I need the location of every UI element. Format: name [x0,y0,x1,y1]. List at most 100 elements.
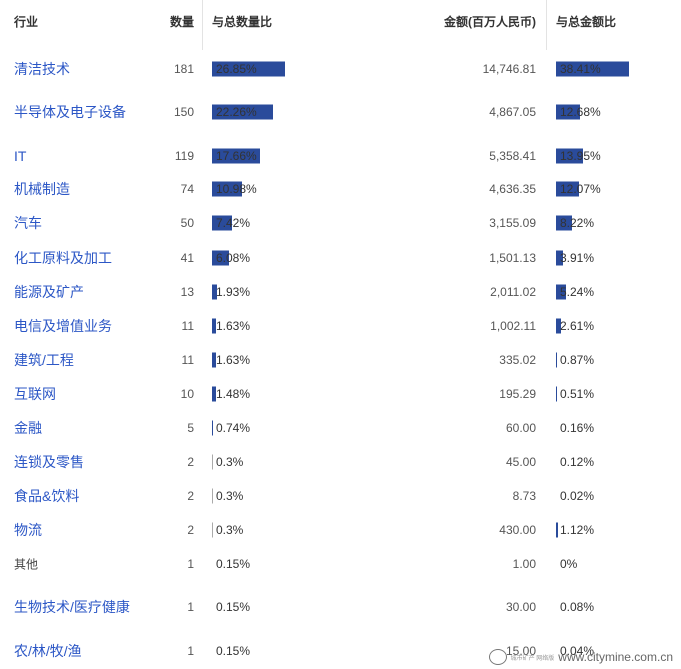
count-value: 50 [180,216,194,230]
count-pct-cell: 17.66% [212,148,260,164]
amount-pct-cell: 13.95% [556,148,601,164]
count-pct-bar [212,181,242,197]
amount-value: 1.00 [512,557,536,571]
amount-value: 1,501.13 [489,251,536,265]
watermark: 城市矿产 网络版 www.citymine.com.cn [488,649,673,665]
amount-pct-cell: 12.07% [556,181,601,197]
industry-link[interactable]: 连锁及零售 [14,454,84,470]
amount-pct-label: 1.12% [560,523,595,537]
table-row: 机械制造 74 10.98% 4,636.35 12.07% [0,172,681,206]
industry-link[interactable]: 农/林/牧/渔 [14,643,82,659]
count-pct-label: 6.08% [216,251,251,265]
count-pct-bar [212,148,260,164]
count-pct-cell: 1.48% [212,386,250,402]
amount-value: 2,011.02 [490,285,536,299]
amount-pct-label: 0.12% [560,455,595,469]
count-value: 119 [174,149,194,163]
industry-link[interactable]: IT [14,148,27,164]
amount-value: 430.00 [499,523,536,537]
amount-value: 1,002.11 [490,319,536,333]
count-pct-bar [212,488,213,504]
count-value: 2 [187,523,194,537]
amount-pct-bar [556,61,629,77]
amount-pct-label: 5.24% [560,285,595,299]
count-pct-cell: 22.26% [212,104,273,120]
count-pct-cell: 7.42% [212,215,250,231]
count-pct-cell: 1.63% [212,318,250,334]
count-value: 1 [187,644,194,658]
count-pct-label: 1.63% [216,319,251,333]
count-pct-bar [212,420,213,436]
industry-link[interactable]: 电信及增值业务 [14,318,112,334]
amount-pct-bar [556,352,557,368]
industry-link[interactable]: 生物技术/医疗健康 [14,599,130,615]
amount-pct-bar [556,522,558,538]
table-row: 能源及矿产 13 1.93% 2,011.02 5.24% [0,275,681,309]
industry-link[interactable]: 半导体及电子设备 [14,104,126,120]
table-row: 金融 5 0.74% 60.00 0.16% [0,411,681,445]
amount-value: 3,155.09 [489,216,536,230]
count-value: 41 [180,251,194,265]
amount-pct-label: 8.22% [560,216,595,230]
amount-pct-cell: 12.68% [556,104,601,120]
count-pct-bar [212,454,213,470]
amount-value: 45.00 [505,455,536,469]
table-row: IT 119 17.66% 5,358.41 13.95% [0,139,681,173]
amount-pct-label: 0.04% [560,644,595,658]
industry-link[interactable]: 建筑/工程 [14,352,74,368]
amount-pct-cell: 0.02% [556,488,594,504]
count-pct-bar [212,522,213,538]
amount-value: 8.73 [512,489,536,503]
count-pct-label: 17.66% [216,149,257,163]
count-pct-label: 0.3% [216,523,244,537]
amount-pct-bar [556,386,557,402]
amount-pct-cell: 3.91% [556,250,594,266]
count-pct-cell: 0.3% [212,488,243,504]
industry-link[interactable]: 互联网 [14,386,56,402]
table-row: 电信及增值业务 11 1.63% 1,002.11 2.61% [0,309,681,343]
industry-link[interactable]: 汽车 [14,215,42,231]
count-pct-cell: 0.3% [212,454,243,470]
header-amount-pct: 与总金额比 [556,15,617,29]
amount-pct-bar [556,148,583,164]
industry-link: 其他 [14,557,39,572]
table-row: 建筑/工程 11 1.63% 335.02 0.87% [0,343,681,377]
industry-link[interactable]: 清洁技术 [14,61,70,77]
amount-value: 4,636.35 [489,182,536,196]
industry-link[interactable]: 金融 [14,420,42,436]
amount-pct-bar [556,318,561,334]
header-industry: 行业 [14,15,39,29]
amount-pct-cell: 0% [556,556,577,572]
amount-pct-cell: 0.87% [556,352,594,368]
count-value: 5 [187,421,194,435]
table-row: 食品&饮料 2 0.3% 8.73 0.02% [0,479,681,513]
amount-pct-label: 0.87% [560,353,595,367]
amount-pct-label: 38.41% [560,62,601,76]
amount-value: 5,358.41 [489,149,536,163]
table-header: 行业 数量 与总数量比 金额(百万人民币) 与总金额比 [0,0,681,50]
industry-link[interactable]: 物流 [14,522,42,538]
table-row: 农/林/牧/渔 1 0.15% 15.00 0.04% [0,634,681,668]
count-pct-label: 0.15% [216,600,251,614]
amount-pct-bar [556,104,580,120]
amount-pct-label: 0.51% [560,387,595,401]
count-pct-label: 1.93% [216,285,251,299]
count-pct-cell: 10.98% [212,181,257,197]
count-pct-label: 10.98% [216,182,257,196]
watermark-small-text: 城市矿产 网络版 [510,655,555,662]
amount-pct-label: 0.02% [560,489,595,503]
industry-link[interactable]: 能源及矿产 [14,284,84,300]
amount-value: 14,746.81 [482,62,536,76]
count-pct-bar [212,318,216,334]
amount-value: 15.00 [505,644,536,658]
amount-pct-cell: 0.16% [556,420,594,436]
table-row: 半导体及电子设备 150 22.26% 4,867.05 12.68% [0,95,681,129]
amount-pct-cell: 5.24% [556,284,594,300]
industry-link[interactable]: 食品&饮料 [14,488,80,504]
amount-pct-label: 2.61% [560,319,595,333]
count-pct-cell: 6.08% [212,250,250,266]
industry-link[interactable]: 化工原料及加工 [14,250,112,266]
count-pct-label: 0.15% [216,644,251,658]
amount-pct-label: 13.95% [560,149,601,163]
industry-link[interactable]: 机械制造 [14,181,70,197]
